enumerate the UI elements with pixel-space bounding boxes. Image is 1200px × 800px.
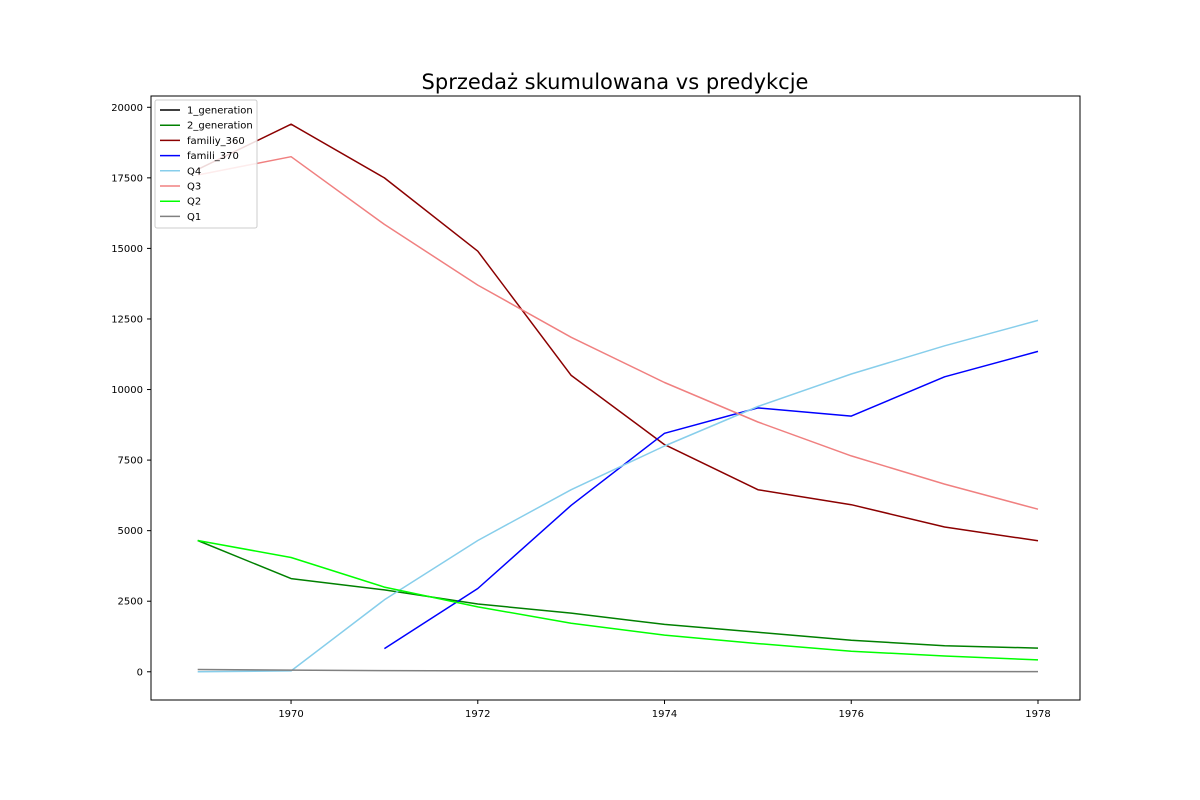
legend-label: Q4	[187, 166, 201, 177]
y-tick-label: 2500	[118, 597, 143, 608]
x-tick-label: 1974	[652, 709, 677, 720]
series-line-q4	[197, 319, 1039, 673]
y-axis: 0 2500 5000 7500 10000 12500 15000 17500 20000	[111, 103, 151, 678]
x-tick-label: 1972	[465, 709, 490, 720]
y-tick-label: 0	[137, 667, 143, 678]
series-line-2-generation	[197, 539, 1039, 649]
legend-label: 2_generation	[187, 121, 253, 132]
y-tick-label: 7500	[118, 456, 143, 467]
x-axis: 1970 1972 1974 1976 1978	[278, 700, 1051, 720]
x-tick-label: 1976	[839, 709, 864, 720]
y-tick-label: 17500	[111, 173, 143, 184]
legend-label: Q3	[187, 182, 201, 193]
series-line-famili-370	[383, 350, 1039, 650]
x-tick-label: 1978	[1025, 709, 1050, 720]
legend-label: 1_generation	[187, 106, 253, 117]
series-line-q1	[197, 668, 1039, 673]
series-lines	[197, 123, 1039, 673]
x-tick-label: 1970	[278, 709, 303, 720]
chart-title: Sprzedaż skumulowana vs predykcje	[422, 70, 809, 94]
y-tick-label: 5000	[118, 526, 143, 537]
series-line-familiy-360	[197, 123, 1039, 542]
y-tick-label: 20000	[111, 103, 143, 114]
legend: 1_generation 2_generation familiy_360famil…	[154, 99, 258, 229]
plot-area-frame	[150, 95, 1081, 701]
legend-box	[154, 99, 258, 229]
legend-label: familiy_360	[187, 136, 245, 147]
legend-label: Q2	[187, 197, 201, 208]
y-tick-label: 15000	[111, 244, 143, 255]
series-line-q2	[197, 539, 1039, 661]
legend-label: famili_370	[187, 151, 239, 162]
legend-label: Q1	[187, 212, 201, 223]
y-tick-label: 10000	[111, 385, 143, 396]
y-tick-label: 12500	[111, 314, 143, 325]
series-line-q3	[197, 155, 1039, 510]
